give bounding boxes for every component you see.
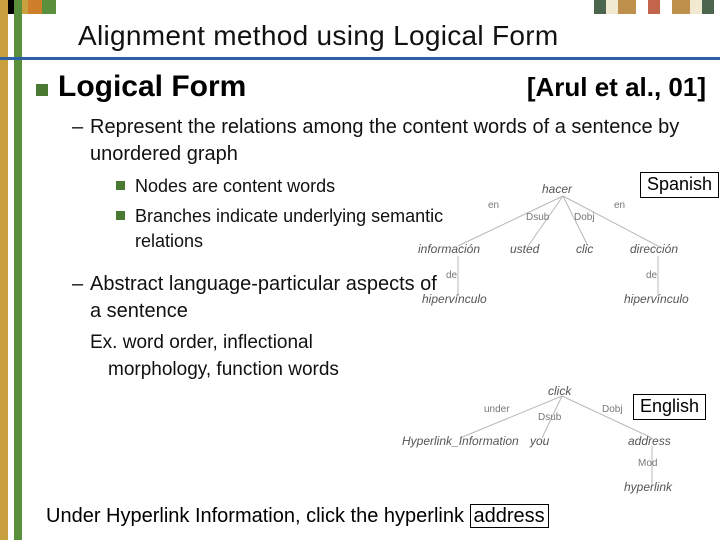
edge-label: de (446, 270, 457, 281)
square-bullet-icon (36, 84, 48, 96)
citation: [Arul et al., 01] (527, 72, 706, 103)
bullet-abstract: – Abstract language-particular aspects o… (72, 271, 452, 325)
graph-spanish-edges (418, 186, 708, 336)
edge-label: under (484, 404, 510, 415)
label-spanish: Spanish (640, 172, 719, 198)
edge-label: de (646, 270, 657, 281)
node: hipervínculo (422, 292, 487, 306)
node: Hyperlink_Information (402, 434, 519, 448)
node: información (418, 242, 480, 256)
edge-label: Dsub (526, 212, 549, 223)
node: clic (576, 242, 593, 256)
accent-strip-4 (42, 0, 56, 14)
title-underline (0, 57, 720, 60)
title-area: Alignment method using Logical Form (0, 16, 720, 58)
square-bullet-icon (116, 211, 125, 220)
heading-row: Logical Form [Arul et al., 01] (36, 70, 706, 104)
node: dirección (630, 242, 678, 256)
rail-2 (14, 0, 22, 540)
edge-label: Dsub (538, 412, 561, 423)
dash-icon: – (72, 114, 90, 168)
square-bullet-icon (116, 181, 125, 190)
rail-1 (0, 0, 8, 540)
node: you (530, 434, 549, 448)
boxed-span: address (470, 504, 549, 528)
section-heading: Logical Form (58, 70, 246, 104)
sub-bullet-branches: Branches indicate underlying semantic re… (116, 204, 446, 253)
accent-strip-3 (28, 0, 42, 14)
edge-label: Mod (638, 458, 657, 469)
slide-title: Alignment method using Logical Form (78, 20, 559, 51)
node: hacer (542, 182, 572, 196)
edge-label: en (488, 200, 499, 211)
edge-label: en (614, 200, 625, 211)
node: address (628, 434, 671, 448)
graph-spanish: hacer en Dsub Dobj en información usted … (418, 186, 708, 336)
dash-icon: – (72, 271, 90, 325)
bottom-sentence: Under Hyperlink Information, click the h… (46, 505, 549, 528)
node: click (548, 384, 571, 398)
sub-bullet-nodes: Nodes are content words (116, 174, 446, 198)
node: usted (510, 242, 539, 256)
edge-label: Dobj (574, 212, 595, 223)
edge-label: Dobj (602, 404, 623, 415)
node: hyperlink (624, 480, 672, 494)
slide: Alignment method using Logical Form Logi… (0, 0, 720, 540)
logo-icon (594, 0, 714, 14)
node: hipervínculo (624, 292, 689, 306)
label-english: English (633, 394, 706, 420)
example-block: Ex. word order, inflectional morphology,… (90, 329, 706, 384)
left-rail (0, 0, 22, 540)
bullet-represent: – Represent the relations among the cont… (72, 114, 706, 168)
